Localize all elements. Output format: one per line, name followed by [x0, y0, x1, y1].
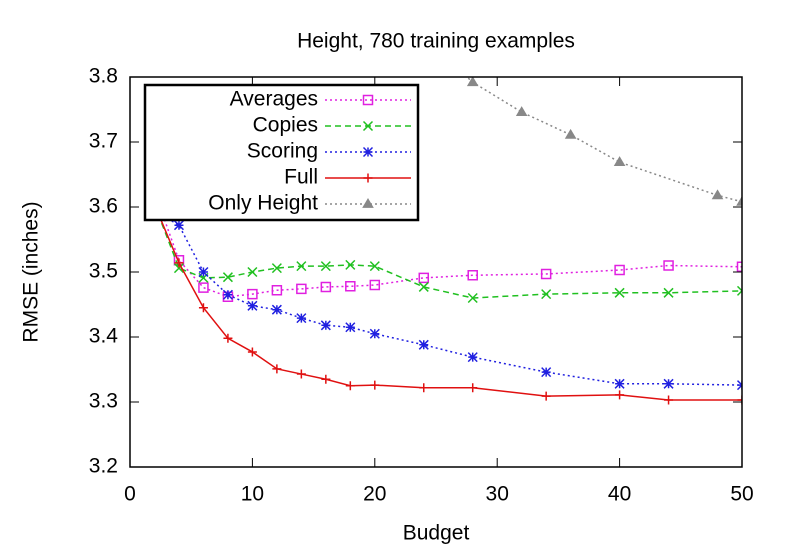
marker [419, 383, 429, 393]
marker [615, 390, 625, 400]
marker [345, 322, 356, 333]
marker [247, 347, 257, 357]
marker [271, 284, 283, 296]
series-line [153, 204, 742, 401]
marker [613, 156, 626, 167]
marker [321, 374, 331, 384]
plot-area [149, 77, 742, 405]
x-tick-label: 20 [363, 483, 386, 506]
marker [737, 395, 742, 405]
marker [515, 106, 528, 116]
x-tick-label: 10 [241, 483, 264, 506]
marker [736, 195, 742, 206]
marker [711, 189, 724, 200]
marker [663, 287, 674, 298]
chart-title: Height, 780 training examples [297, 30, 575, 53]
series-line [154, 210, 742, 386]
marker [664, 395, 674, 405]
marker [222, 272, 233, 283]
marker [223, 333, 233, 343]
marker [663, 378, 674, 389]
marker [247, 266, 258, 278]
marker [467, 292, 478, 304]
marker [369, 261, 380, 272]
marker [247, 288, 258, 300]
x-tick-label: 50 [730, 483, 753, 506]
marker [736, 285, 742, 296]
marker [540, 268, 552, 280]
legend-marker [362, 146, 374, 158]
marker [418, 272, 430, 284]
marker [369, 328, 380, 339]
marker [198, 303, 208, 313]
marker [271, 263, 282, 274]
marker [296, 313, 307, 324]
marker [541, 391, 551, 401]
y-tick-label: 3.4 [89, 325, 119, 348]
y-axis-label: RMSE (inches) [20, 201, 43, 342]
x-tick-label: 30 [486, 483, 509, 506]
marker [418, 281, 429, 292]
marker [173, 263, 184, 274]
marker [614, 378, 625, 389]
legend-marker [362, 198, 374, 208]
marker [614, 287, 625, 298]
marker [198, 266, 209, 278]
marker [564, 128, 577, 139]
marker [320, 320, 331, 331]
marker [369, 279, 381, 291]
marker [320, 261, 331, 272]
marker [467, 352, 478, 363]
series-line [465, 77, 742, 203]
series-line [153, 204, 742, 299]
x-tick-label: 0 [124, 483, 136, 506]
y-tick-label: 3.7 [89, 130, 118, 153]
marker [541, 289, 552, 300]
marker [296, 369, 306, 379]
marker [466, 77, 479, 87]
legend-label: Copies [253, 114, 318, 137]
marker [198, 282, 209, 293]
marker [296, 283, 307, 295]
x-axis-label: Budget [403, 522, 470, 545]
marker [345, 259, 356, 270]
marker [467, 270, 478, 281]
marker [370, 380, 380, 390]
y-tick-label: 3.6 [89, 195, 118, 218]
y-tick-label: 3.5 [89, 260, 118, 283]
x-tick-label: 40 [608, 483, 631, 506]
marker [173, 255, 185, 266]
legend-label: Averages [230, 88, 318, 111]
marker [614, 264, 625, 276]
legend-label: Full [284, 166, 318, 189]
marker [418, 339, 429, 350]
marker [271, 304, 282, 315]
marker [345, 381, 355, 391]
marker [320, 281, 332, 293]
legend-marker [362, 120, 374, 132]
marker [296, 261, 307, 272]
marker [272, 364, 282, 374]
marker [736, 261, 742, 273]
marker [663, 260, 674, 271]
y-tick-label: 3.8 [89, 65, 118, 88]
y-tick-label: 3.2 [89, 455, 118, 478]
legend-label: Only Height [208, 192, 318, 215]
marker [174, 258, 184, 268]
marker [247, 300, 258, 311]
legend-marker [362, 94, 374, 106]
marker [541, 367, 552, 378]
legend-label: Scoring [247, 140, 318, 163]
marker [173, 220, 184, 231]
marker [222, 289, 233, 300]
marker [468, 383, 478, 393]
y-tick-label: 3.3 [89, 390, 118, 413]
series-line [153, 191, 742, 298]
marker [345, 281, 356, 292]
legend-marker [363, 173, 373, 183]
